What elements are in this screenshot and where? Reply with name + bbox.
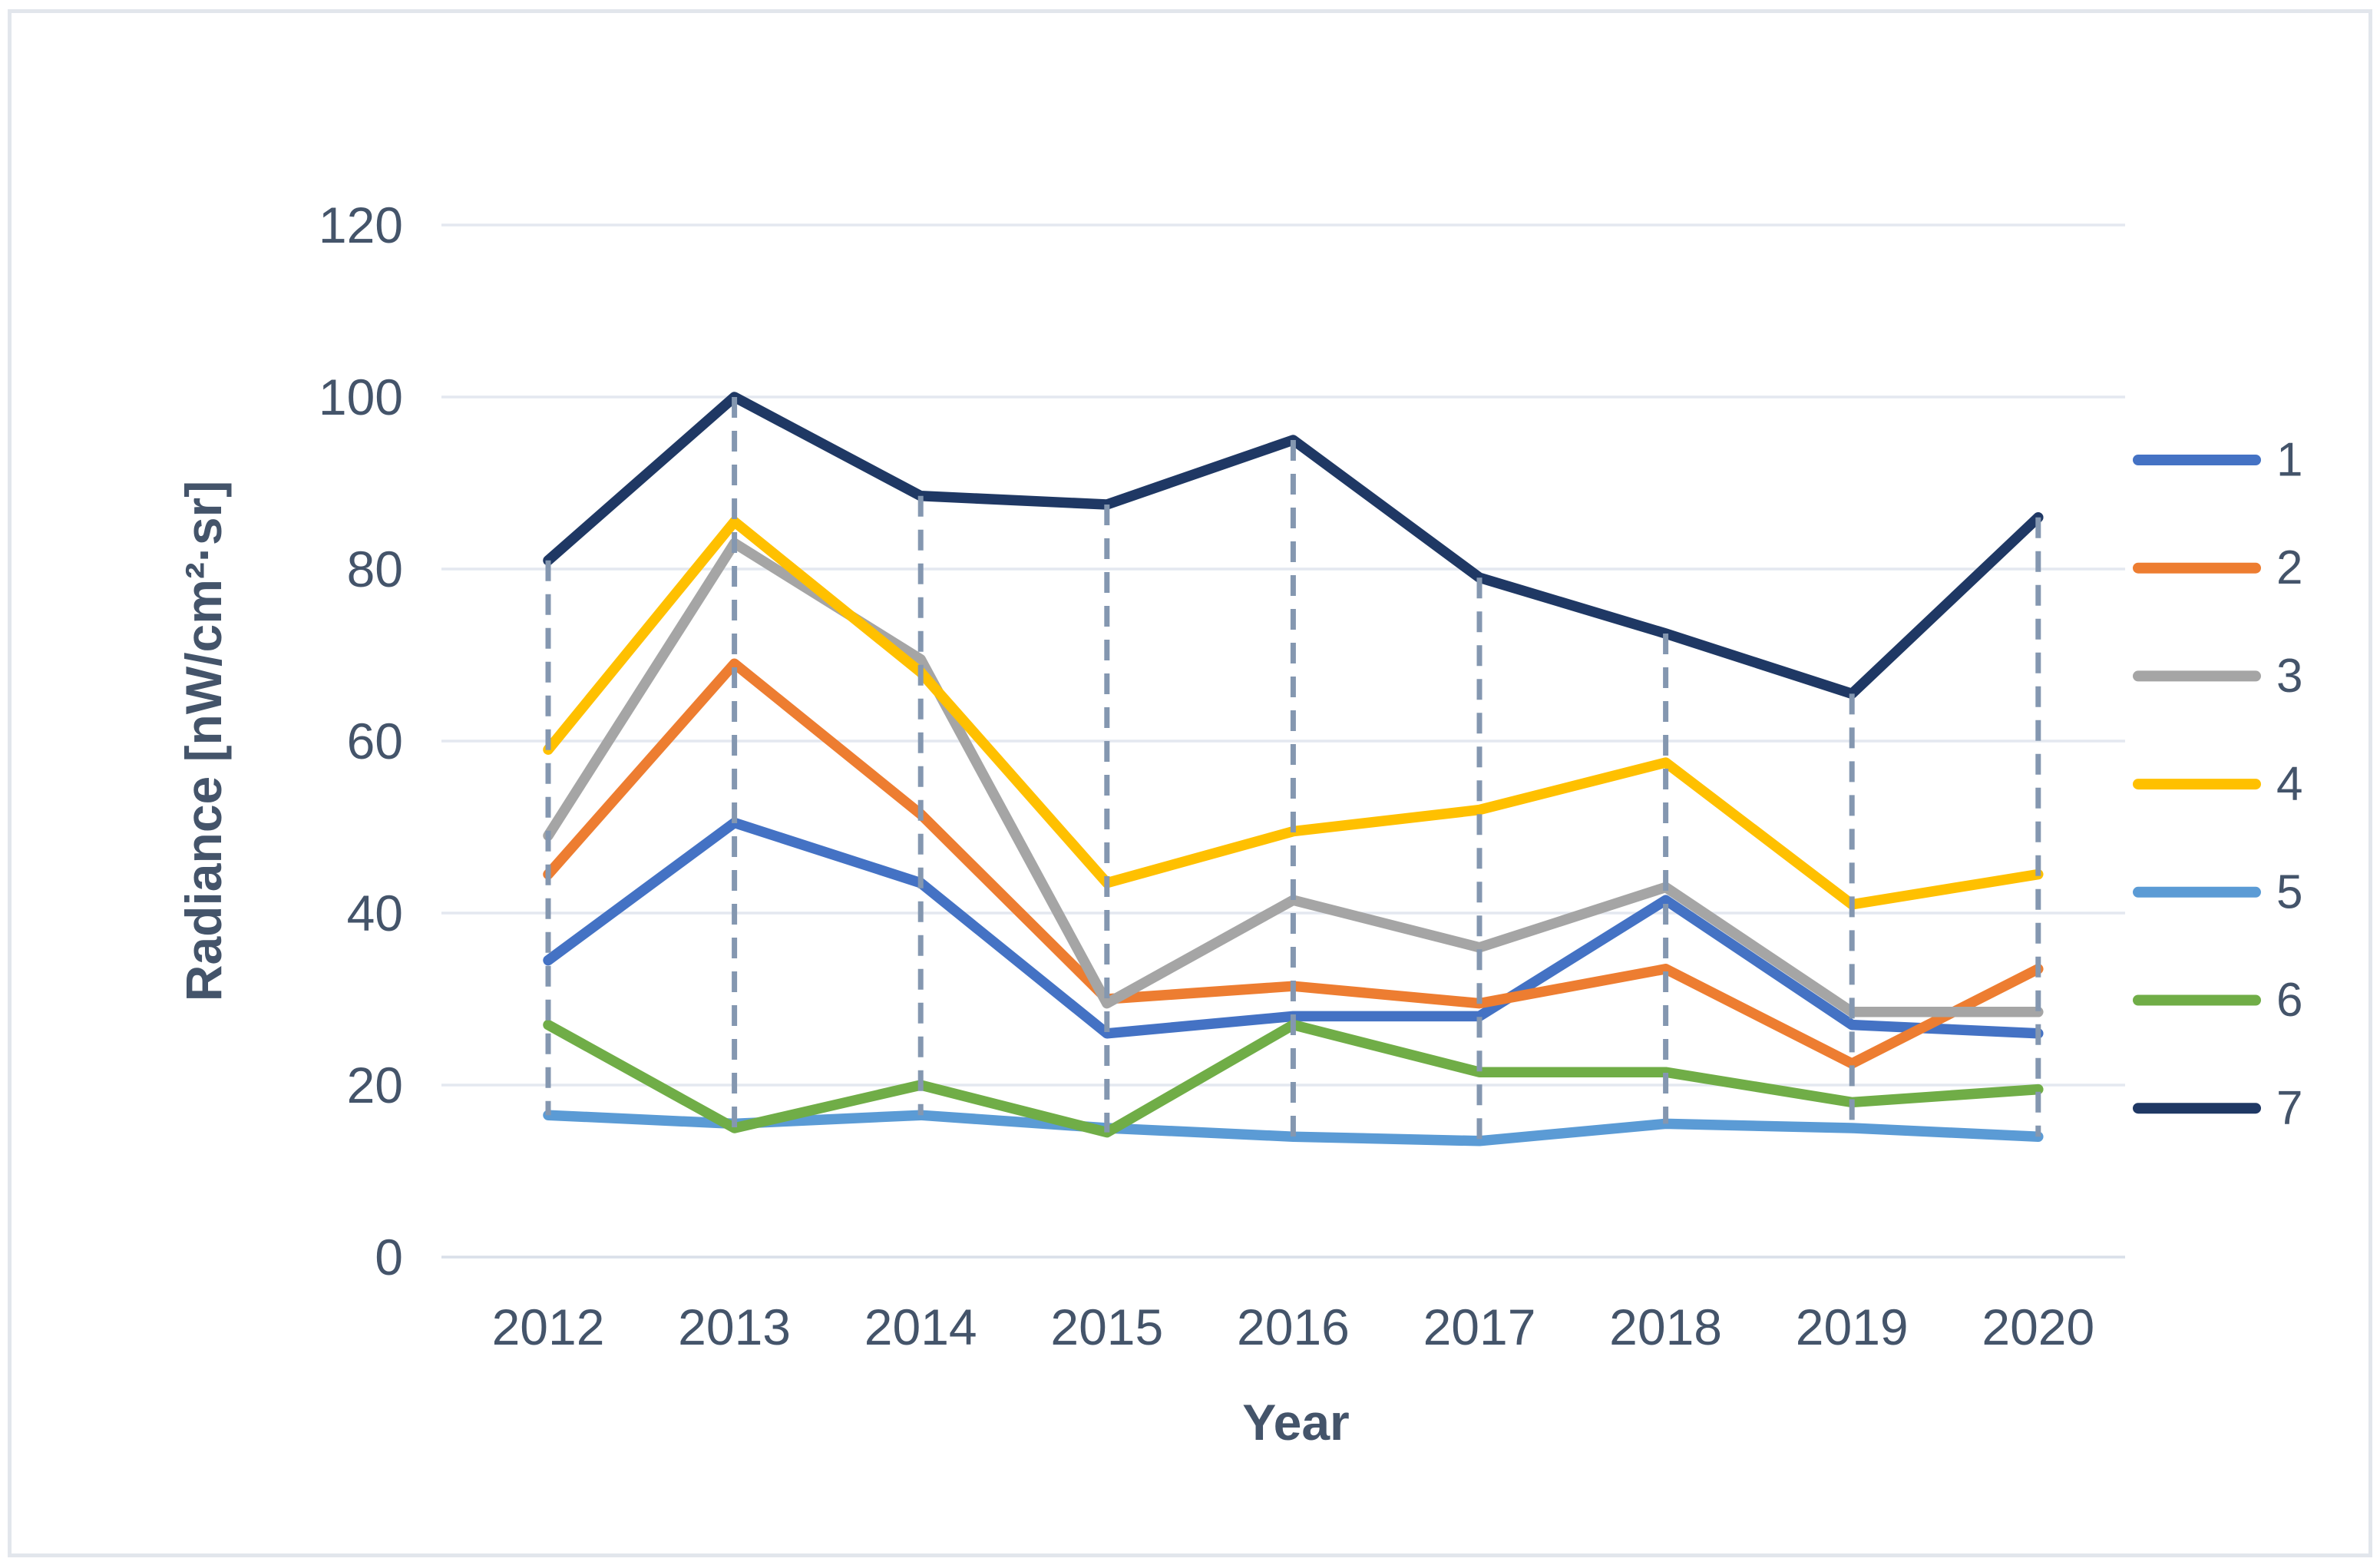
legend-label-5: 5 [2276,865,2302,918]
y-tick-label-80: 80 [347,541,403,597]
legend-label-1: 1 [2276,434,2302,487]
x-tick-label-2018: 2018 [1609,1299,1722,1355]
y-tick-label-120: 120 [319,197,403,253]
y-axis-tick-labels: 0 20 40 60 80 100 120 [319,197,403,1285]
chart-border [8,9,2372,1557]
y-axis-title: Radiance [nW/cm²·sr] [175,481,232,1001]
legend-label-3: 3 [2276,650,2302,703]
x-tick-label-2015: 2015 [1050,1299,1163,1355]
legend: 1 2 3 4 5 6 7 [2133,434,2302,1135]
x-tick-label-2019: 2019 [1796,1299,1909,1355]
x-tick-label-2020: 2020 [1982,1299,2094,1355]
x-axis-tick-labels: 2012 2013 2014 2015 2016 2017 2018 2019 2020 [492,1299,2095,1355]
y-tick-label-60: 60 [347,713,403,769]
y-tick-label-40: 40 [347,885,403,941]
x-tick-label-2016: 2016 [1237,1299,1350,1355]
y-tick-label-0: 0 [375,1229,403,1285]
legend-label-2: 2 [2276,541,2302,594]
x-tick-label-2017: 2017 [1423,1299,1536,1355]
x-tick-label-2013: 2013 [678,1299,791,1355]
series-line-3 [543,538,2044,1017]
y-tick-label-100: 100 [319,369,403,425]
legend-label-6: 6 [2276,974,2302,1027]
legend-label-4: 4 [2276,758,2302,811]
series-line-5 [543,1110,2044,1146]
high-low-lines [545,397,2041,1141]
x-tick-label-2014: 2014 [864,1299,977,1355]
y-tick-label-20: 20 [347,1057,403,1113]
x-axis-title: Year [1242,1394,1349,1451]
legend-label-7: 7 [2276,1082,2302,1135]
x-tick-label-2012: 2012 [492,1299,605,1355]
